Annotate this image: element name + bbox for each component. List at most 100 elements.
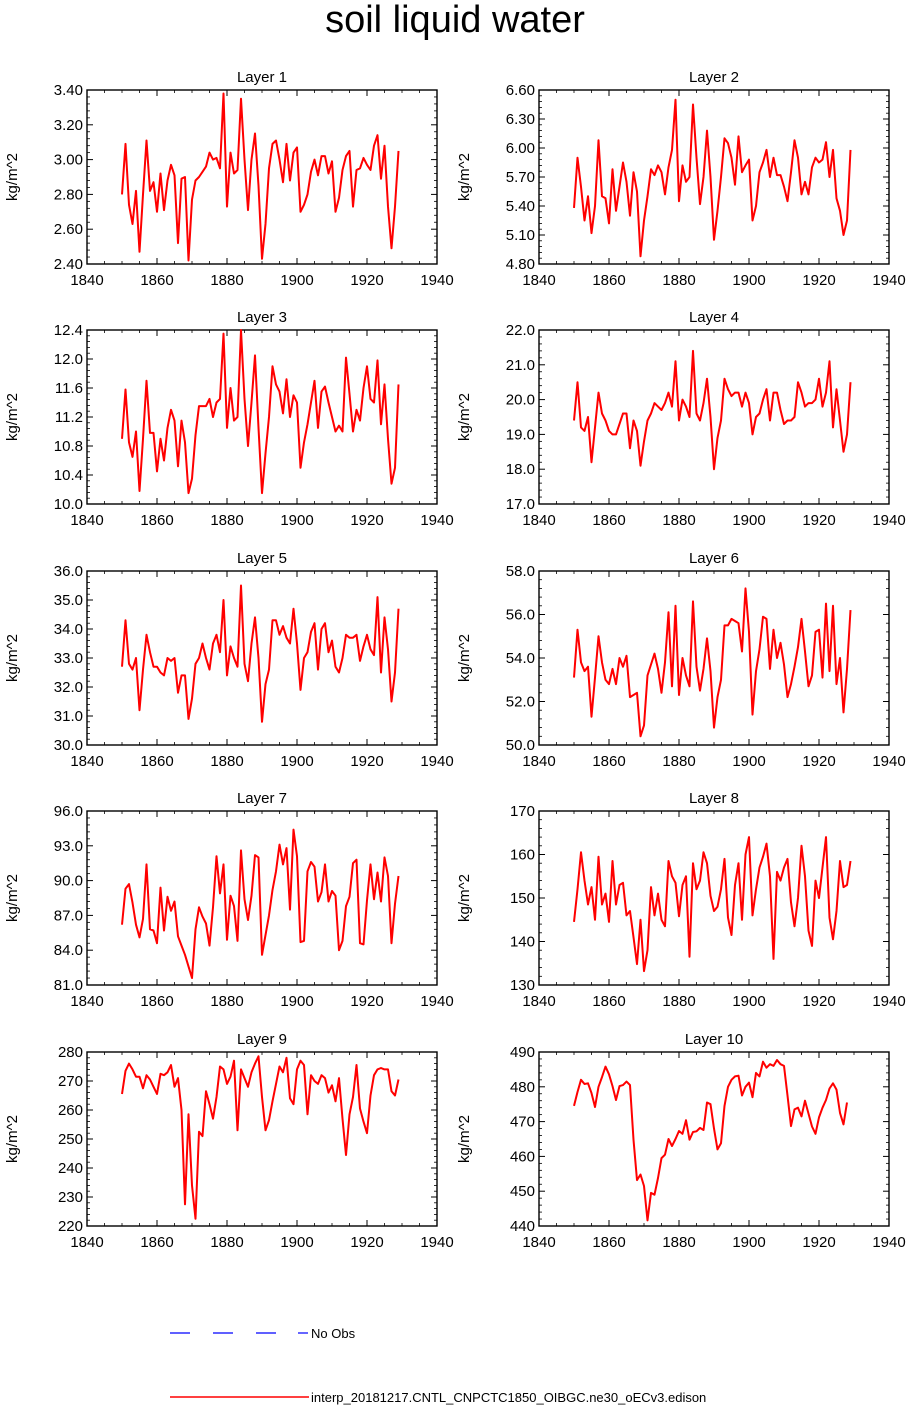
x-tick-label: 1940 bbox=[872, 272, 905, 289]
y-axis-label: kg/m^2 bbox=[4, 153, 21, 201]
plot-frame bbox=[86, 810, 438, 986]
x-tick-label: 1940 bbox=[420, 1234, 453, 1251]
y-tick-label: 87.0 bbox=[54, 907, 83, 924]
y-tick-label: 34.0 bbox=[54, 621, 83, 638]
y-tick-label: 10.8 bbox=[54, 438, 83, 455]
series-line bbox=[121, 1055, 400, 1220]
chart-title: Layer 5 bbox=[237, 550, 287, 567]
y-tick-label: 270 bbox=[58, 1073, 83, 1090]
x-tick-label: 1840 bbox=[70, 753, 103, 770]
y-tick-label: 470 bbox=[510, 1114, 535, 1131]
x-tick-label: 1840 bbox=[522, 272, 555, 289]
series-line bbox=[573, 1059, 848, 1222]
y-tick-label: 31.0 bbox=[54, 708, 83, 725]
y-tick-label: 170 bbox=[510, 803, 535, 820]
y-tick-label: 240 bbox=[58, 1160, 83, 1177]
y-tick-label: 160 bbox=[510, 847, 535, 864]
y-tick-label: 35.0 bbox=[54, 592, 83, 609]
y-tick-label: 19.0 bbox=[506, 426, 535, 443]
y-tick-label: 3.00 bbox=[54, 152, 83, 169]
chart-title: Layer 1 bbox=[237, 69, 287, 86]
x-tick-label: 1900 bbox=[280, 272, 313, 289]
y-tick-label: 220 bbox=[58, 1218, 83, 1235]
y-tick-label: 440 bbox=[510, 1218, 535, 1235]
series-line bbox=[121, 584, 400, 723]
y-tick-label: 30.0 bbox=[54, 737, 83, 754]
x-tick-label: 1920 bbox=[802, 512, 835, 529]
chart-title: Layer 7 bbox=[237, 790, 287, 807]
x-tick-label: 1940 bbox=[420, 512, 453, 529]
y-tick-label: 2.40 bbox=[54, 256, 83, 273]
chart-title: Layer 8 bbox=[689, 790, 739, 807]
y-axis-label: kg/m^2 bbox=[4, 874, 21, 922]
chart-panel-layer-2: Layer 2 1840 1860 1880 1900 1920 1940 4.80 5.10 5… bbox=[456, 69, 906, 289]
y-tick-label: 33.0 bbox=[54, 650, 83, 667]
x-tick-label: 1860 bbox=[140, 993, 173, 1010]
y-tick-label: 5.40 bbox=[506, 198, 535, 215]
legend: No Obs interp_20181217.CNTL_CNPCTC1850_OI… bbox=[170, 1326, 706, 1405]
y-axis-label: kg/m^2 bbox=[456, 393, 473, 441]
x-tick-label: 1900 bbox=[732, 1234, 765, 1251]
y-tick-label: 96.0 bbox=[54, 803, 83, 820]
obs-legend-label: No Obs bbox=[311, 1326, 356, 1341]
y-tick-label: 52.0 bbox=[506, 694, 535, 711]
x-tick-label: 1840 bbox=[70, 1234, 103, 1251]
x-tick-label: 1880 bbox=[662, 753, 695, 770]
y-tick-label: 12.4 bbox=[54, 322, 83, 339]
y-tick-label: 11.6 bbox=[55, 380, 83, 397]
y-tick-label: 56.0 bbox=[506, 607, 535, 624]
y-tick-label: 250 bbox=[58, 1131, 83, 1148]
y-tick-label: 4.80 bbox=[506, 256, 535, 273]
y-tick-label: 20.0 bbox=[506, 392, 535, 409]
x-tick-label: 1860 bbox=[592, 753, 625, 770]
x-tick-label: 1880 bbox=[662, 272, 695, 289]
figure-title: soil liquid water bbox=[325, 0, 585, 41]
x-tick-label: 1900 bbox=[732, 753, 765, 770]
x-tick-label: 1840 bbox=[522, 993, 555, 1010]
x-tick-label: 1840 bbox=[70, 512, 103, 529]
series-line bbox=[573, 836, 852, 973]
x-tick-label: 1900 bbox=[732, 993, 765, 1010]
chart-panel-layer-1: Layer 1 1840 1860 1880 1900 1920 1940 2.40 2.60 2… bbox=[4, 69, 454, 289]
x-tick-label: 1940 bbox=[420, 753, 453, 770]
y-tick-label: 17.0 bbox=[506, 496, 535, 513]
x-tick-label: 1840 bbox=[522, 512, 555, 529]
y-tick-label: 32.0 bbox=[54, 679, 83, 696]
y-tick-label: 93.0 bbox=[54, 838, 83, 855]
x-tick-label: 1860 bbox=[592, 993, 625, 1010]
x-tick-label: 1860 bbox=[592, 512, 625, 529]
x-tick-label: 1880 bbox=[210, 272, 243, 289]
y-axis-label: kg/m^2 bbox=[4, 634, 21, 682]
y-axis-label: kg/m^2 bbox=[456, 634, 473, 682]
plot-frame bbox=[538, 329, 890, 505]
x-tick-label: 1900 bbox=[280, 993, 313, 1010]
chart-panel-layer-6: Layer 6 1840 1860 1880 1900 1920 1940 50.0 52.0 5… bbox=[456, 550, 906, 770]
chart-panel-layer-8: Layer 8 1840 1860 1880 1900 1920 1940 130 140 150… bbox=[456, 790, 906, 1010]
y-axis-label: kg/m^2 bbox=[456, 153, 473, 201]
x-tick-label: 1900 bbox=[280, 753, 313, 770]
x-tick-label: 1920 bbox=[802, 1234, 835, 1251]
x-tick-label: 1900 bbox=[280, 1234, 313, 1251]
chart-title: Layer 4 bbox=[689, 309, 739, 326]
model-legend-label: interp_20181217.CNTL_CNPCTC1850_OIBGC.ne… bbox=[311, 1390, 706, 1405]
x-tick-label: 1880 bbox=[210, 753, 243, 770]
series-line bbox=[121, 828, 400, 979]
series-line bbox=[121, 329, 400, 495]
y-tick-label: 150 bbox=[510, 890, 535, 907]
plot-frame bbox=[538, 1051, 890, 1227]
y-axis-label: kg/m^2 bbox=[4, 1115, 21, 1163]
y-tick-label: 2.80 bbox=[54, 186, 83, 203]
x-tick-label: 1940 bbox=[872, 993, 905, 1010]
y-tick-label: 11.2 bbox=[55, 409, 83, 426]
series-line bbox=[121, 92, 400, 262]
x-tick-label: 1860 bbox=[140, 753, 173, 770]
x-tick-label: 1860 bbox=[140, 512, 173, 529]
series-line bbox=[573, 349, 852, 471]
x-tick-label: 1860 bbox=[592, 1234, 625, 1251]
x-tick-label: 1900 bbox=[280, 512, 313, 529]
x-tick-label: 1920 bbox=[350, 753, 383, 770]
y-tick-label: 12.0 bbox=[54, 351, 83, 368]
y-tick-label: 5.70 bbox=[506, 169, 535, 186]
chart-title: Layer 10 bbox=[685, 1031, 743, 1048]
